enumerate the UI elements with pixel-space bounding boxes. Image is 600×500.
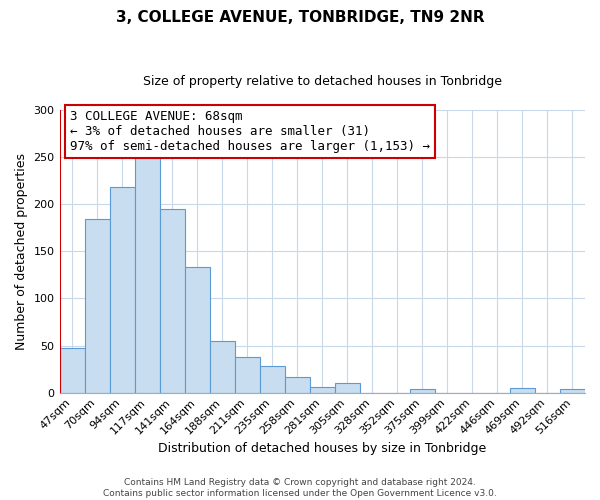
Text: 3 COLLEGE AVENUE: 68sqm
← 3% of detached houses are smaller (31)
97% of semi-det: 3 COLLEGE AVENUE: 68sqm ← 3% of detached… [70, 110, 430, 153]
Bar [235, 357, 260, 392]
Bar [85, 220, 110, 392]
Bar [110, 187, 134, 392]
X-axis label: Distribution of detached houses by size in Tonbridge: Distribution of detached houses by size … [158, 442, 487, 455]
Y-axis label: Number of detached properties: Number of detached properties [15, 153, 28, 350]
Bar [310, 387, 335, 392]
Bar [209, 341, 235, 392]
Bar [160, 209, 185, 392]
Bar [260, 366, 285, 392]
Bar [560, 389, 585, 392]
Bar [285, 376, 310, 392]
Bar [185, 268, 209, 392]
Bar [410, 389, 435, 392]
Bar [510, 388, 535, 392]
Bar [134, 157, 160, 392]
Bar [335, 383, 360, 392]
Text: 3, COLLEGE AVENUE, TONBRIDGE, TN9 2NR: 3, COLLEGE AVENUE, TONBRIDGE, TN9 2NR [116, 10, 484, 25]
Text: Contains HM Land Registry data © Crown copyright and database right 2024.
Contai: Contains HM Land Registry data © Crown c… [103, 478, 497, 498]
Title: Size of property relative to detached houses in Tonbridge: Size of property relative to detached ho… [143, 75, 502, 88]
Bar [59, 348, 85, 393]
